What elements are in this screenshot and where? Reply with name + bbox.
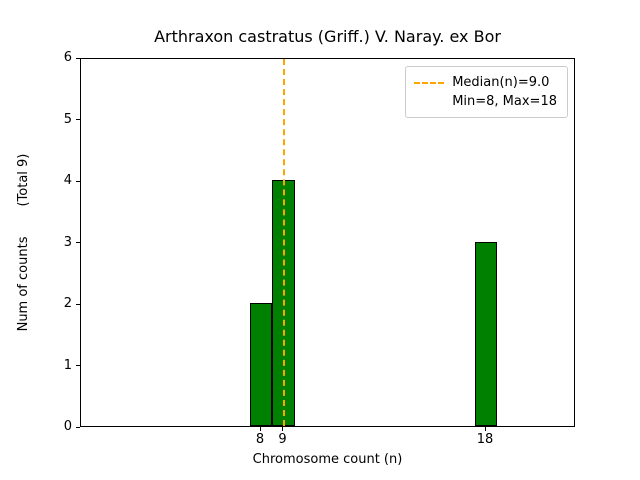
y-tick-mark	[76, 303, 80, 305]
median-line	[282, 59, 285, 426]
y-tick-label: 4	[63, 173, 72, 188]
x-axis-label: Chromosome count (n)	[252, 452, 403, 467]
y-axis-label-text: Num of counts	[16, 236, 31, 332]
y-tick-label: 2	[63, 296, 72, 311]
x-tick-label: 18	[476, 432, 494, 447]
x-tick-label: 9	[278, 432, 287, 447]
y-tick-label: 1	[63, 357, 72, 373]
legend-label-median: Median(n)=9.0	[452, 75, 550, 90]
legend: Median(n)=9.0 Min=8, Max=18	[405, 66, 568, 118]
y-tick-mark	[76, 365, 80, 366]
plot-area: Median(n)=9.0 Min=8, Max=18	[80, 58, 575, 427]
y-tick-label: 3	[63, 234, 72, 250]
bar-8	[249, 303, 273, 426]
y-tick-label: 5	[63, 111, 72, 127]
y-tick-label: 6	[63, 50, 72, 65]
y-tick-mark	[76, 426, 80, 428]
legend-row-median: Median(n)=9.0	[414, 73, 557, 92]
y-axis-label: Num of counts (Total 9)	[16, 58, 34, 427]
y-tick-mark	[76, 57, 80, 59]
chart-title: Arthraxon castratus (Griff.) V. Naray. e…	[154, 27, 501, 46]
x-tick-label: 8	[255, 432, 265, 447]
y-tick-mark	[76, 242, 80, 243]
y-tick-mark	[76, 119, 80, 120]
legend-row-minmax: Min=8, Max=18	[414, 92, 557, 111]
x-tick-mark	[484, 427, 486, 431]
y-axis-label-note: (Total 9)	[16, 153, 31, 207]
y-tick-mark	[76, 180, 80, 182]
bar-18	[474, 241, 498, 426]
median-dashed-line-swatch	[414, 81, 445, 84]
x-tick-mark	[282, 427, 283, 431]
legend-label-minmax: Min=8, Max=18	[452, 94, 557, 109]
x-tick-mark	[259, 427, 261, 431]
y-tick-label: 0	[63, 419, 72, 434]
